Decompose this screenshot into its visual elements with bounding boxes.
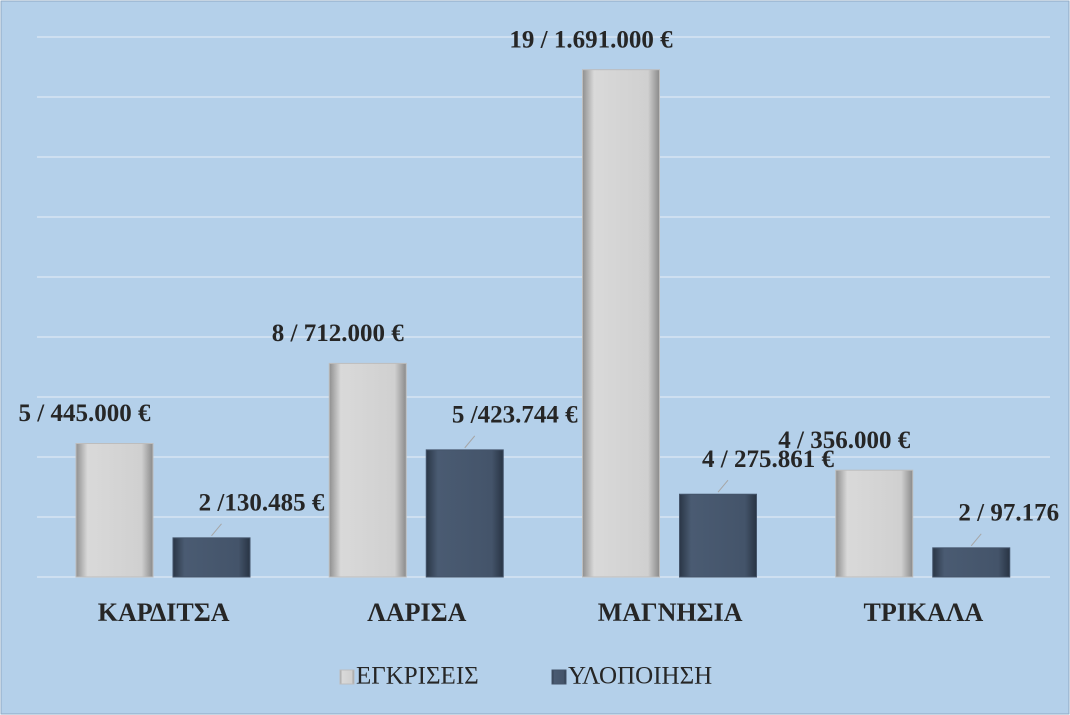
leader-line — [970, 533, 982, 547]
leader-line — [464, 435, 476, 449]
data-label: 4 / 356.000 € — [778, 427, 910, 454]
legend-label: ΕΓΚΡΙΣΕΙΣ — [356, 663, 479, 690]
legend-swatch — [339, 669, 355, 685]
x-tick-label: ΚΑΡΔΙΤΣΑ — [98, 598, 230, 627]
leader-line — [717, 479, 729, 493]
x-tick-label: ΤΡΙΚΑΛΑ — [863, 598, 983, 627]
bar — [679, 493, 757, 578]
data-label: 4 / 275.861 € — [702, 446, 834, 473]
bar — [582, 69, 660, 578]
data-label: 2 /130.485 € — [199, 490, 325, 517]
x-tick-label: ΛΑΡΙΣΑ — [367, 598, 466, 627]
data-label: 8 / 712.000 € — [272, 320, 404, 347]
legend-swatch — [551, 669, 567, 685]
bar — [328, 362, 407, 578]
legend-label: ΥΛΟΠΟΙΗΣΗ — [568, 663, 712, 690]
data-label: 19 / 1.691.000 € — [509, 26, 673, 53]
data-label: 2 / 97.176 € — [958, 500, 1070, 527]
bar — [425, 449, 504, 578]
bar — [932, 547, 1011, 578]
data-label: 5 /423.744 € — [452, 402, 578, 429]
bar — [835, 469, 914, 578]
leader-line — [211, 523, 222, 537]
x-tick-label: ΜΑΓΝΗΣΙΑ — [598, 598, 743, 627]
data-label: 5 / 445.000 € — [19, 400, 151, 427]
bar — [75, 443, 154, 578]
bar — [172, 537, 251, 578]
